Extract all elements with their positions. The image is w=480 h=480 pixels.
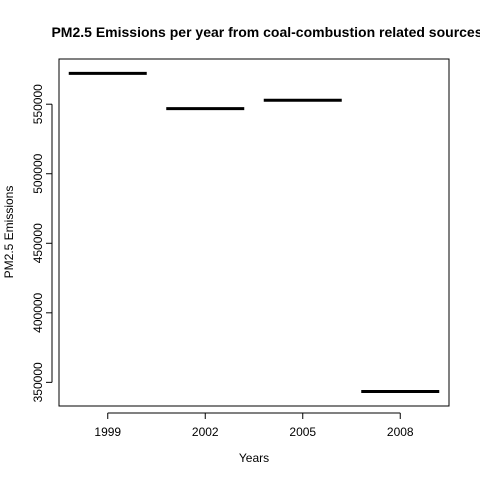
x-tick-label: 2002 [192,425,219,439]
x-tick-label: 1999 [94,425,121,439]
plot-area-frame [58,58,450,407]
data-marks [68,71,440,393]
chart-title: PM2.5 Emissions per year from coal-combu… [51,24,480,40]
y-tick-label: 450000 [31,223,45,263]
y-tick-label: 500000 [31,153,45,193]
y-tick-label: 350000 [31,362,45,402]
x-tick-label: 2008 [387,425,414,439]
x-tick-label: 2005 [289,425,316,439]
x-axis: 1999 2002 2005 2008 [94,412,414,439]
y-tick-label: 400000 [31,292,45,332]
y-axis: 350000 400000 450000 500000 550000 [31,84,53,402]
y-tick-label: 550000 [31,84,45,124]
y-axis-label: PM2.5 Emissions [2,186,16,279]
x-axis-label: Years [239,451,269,465]
